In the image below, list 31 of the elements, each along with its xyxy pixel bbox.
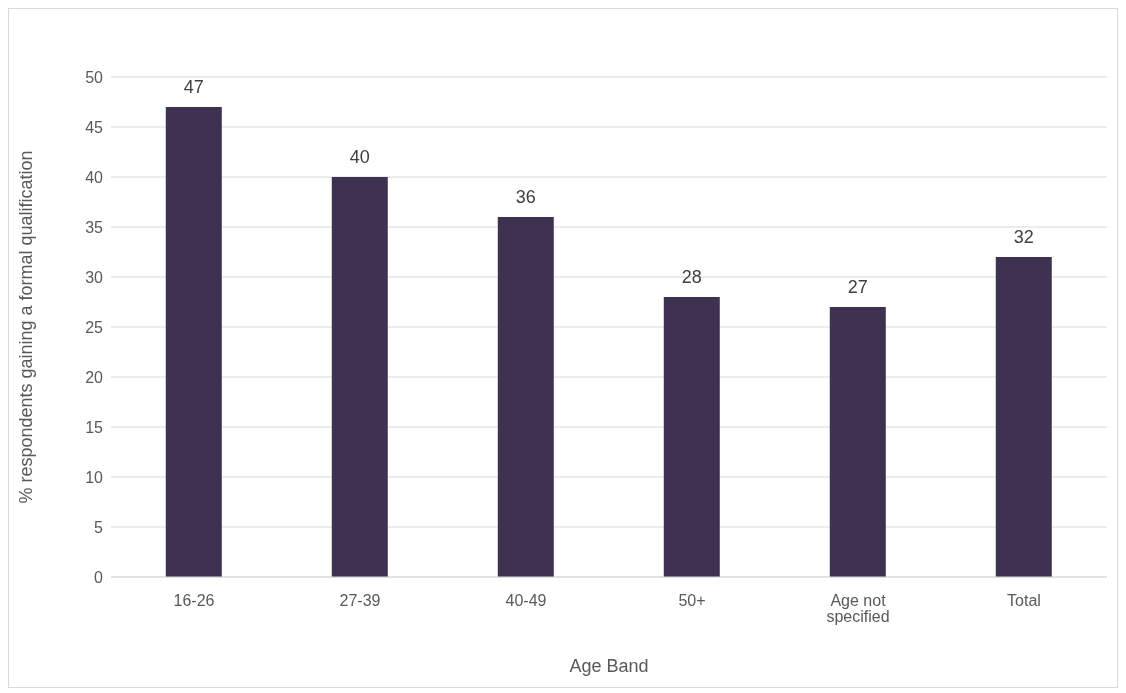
data-label: 36	[515, 187, 536, 207]
y-tick-label: 0	[94, 568, 104, 586]
y-tick-label: 20	[85, 368, 104, 386]
y-axis-title: % respondents gaining a formal qualification	[16, 150, 37, 504]
x-tick-label: 50+	[678, 592, 706, 610]
y-tick-label: 30	[85, 268, 104, 286]
y-tick-label: 35	[85, 218, 104, 236]
data-label: 27	[847, 277, 868, 297]
bar	[331, 177, 388, 577]
data-label: 40	[349, 147, 370, 167]
data-label: 28	[681, 267, 702, 287]
bar	[995, 257, 1052, 577]
x-tick-label: Age not specified	[826, 592, 890, 626]
y-tick-label: 50	[85, 68, 104, 86]
bar	[663, 297, 720, 577]
data-label: 47	[183, 77, 204, 97]
bar	[165, 107, 222, 577]
x-axis-title: Age Band	[569, 656, 649, 676]
y-tick-label: 40	[85, 168, 104, 186]
x-tick-label: 40-49	[505, 592, 547, 610]
y-tick-label: 45	[85, 118, 104, 136]
data-label: 32	[1013, 227, 1034, 247]
x-tick-label: Total	[1007, 592, 1041, 610]
y-tick-label: 5	[94, 518, 104, 536]
y-tick-label: 15	[85, 418, 104, 436]
bar	[829, 307, 886, 577]
y-tick-label: 25	[85, 318, 104, 336]
y-tick-label: 10	[85, 468, 104, 486]
x-tick-label: 16-26	[173, 592, 215, 610]
bar	[497, 217, 554, 577]
x-tick-label: 27-39	[339, 592, 381, 610]
